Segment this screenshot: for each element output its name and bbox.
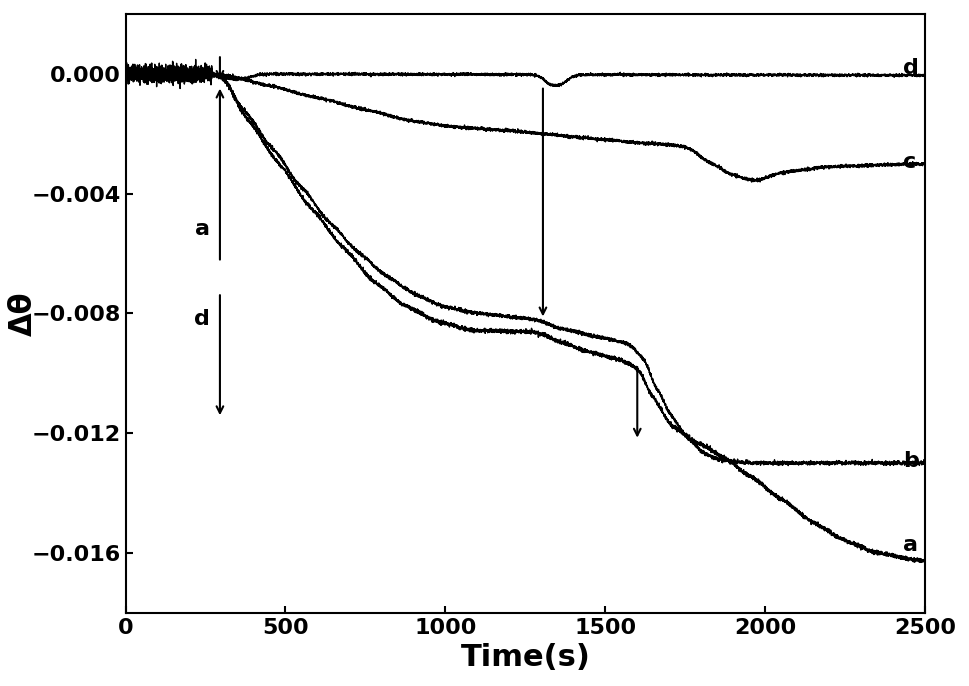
Text: d: d	[194, 309, 210, 329]
Text: a: a	[902, 535, 917, 556]
Text: c: c	[902, 152, 915, 172]
Y-axis label: Δθ: Δθ	[9, 291, 38, 335]
X-axis label: Time(s): Time(s)	[460, 643, 590, 672]
Text: d: d	[902, 58, 918, 78]
Text: b: b	[902, 451, 918, 471]
Text: a: a	[195, 220, 210, 239]
